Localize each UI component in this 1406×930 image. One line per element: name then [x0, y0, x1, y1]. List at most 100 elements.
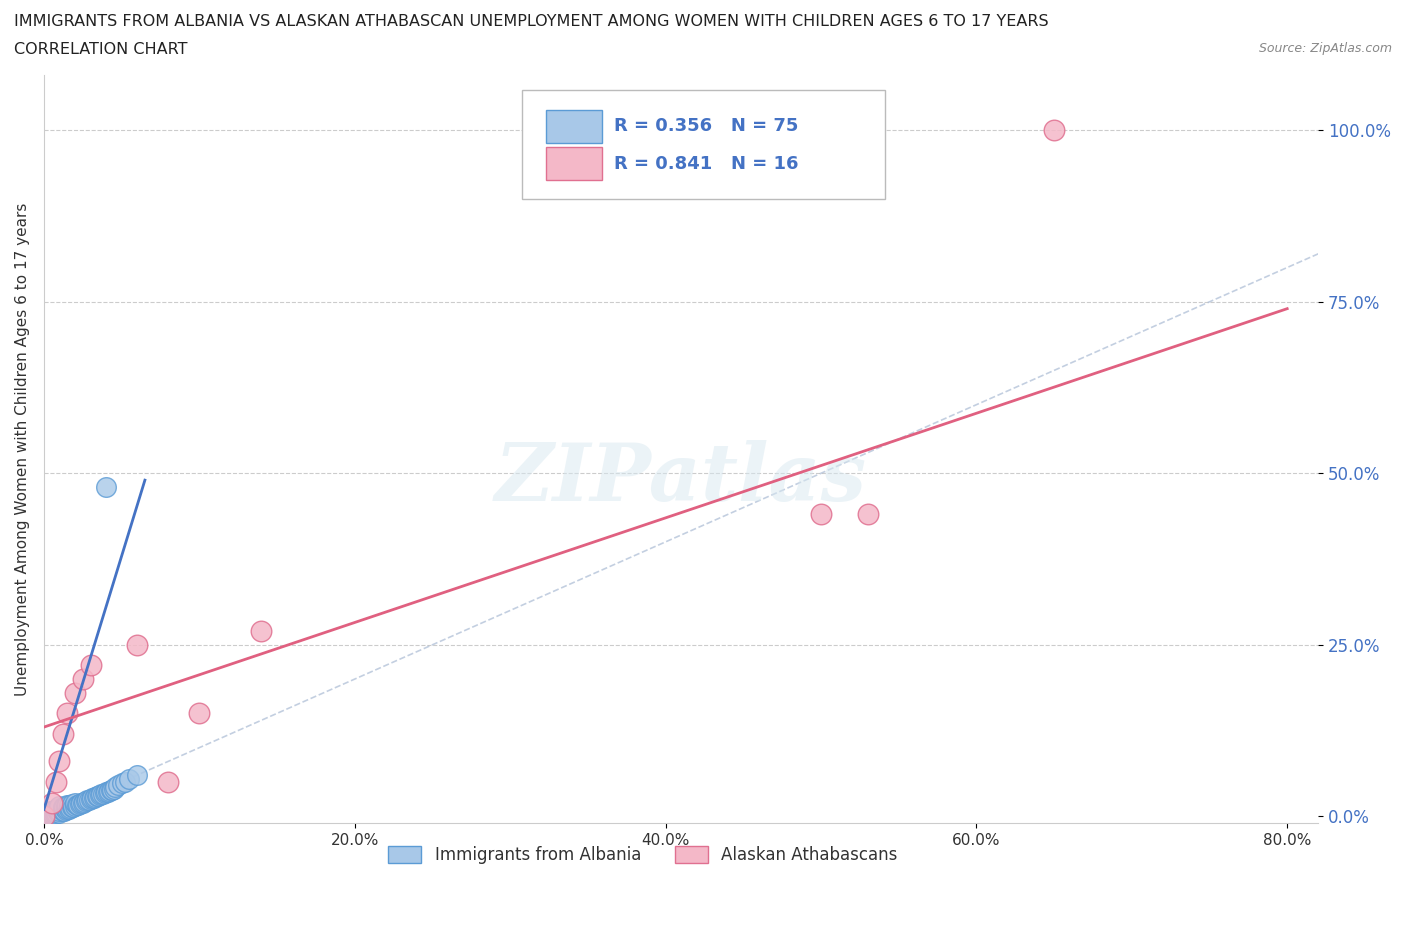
Point	[32, 807, 55, 822]
FancyBboxPatch shape	[546, 110, 602, 142]
Point	[250, 624, 273, 639]
Point	[76, 793, 98, 808]
Point	[72, 795, 94, 810]
Point	[35, 808, 58, 823]
Point	[103, 781, 125, 796]
Point	[62, 799, 84, 814]
Point	[73, 794, 96, 809]
Point	[65, 798, 87, 813]
Point	[86, 789, 108, 804]
Text: R = 0.356   N = 75: R = 0.356 N = 75	[613, 117, 799, 135]
Legend: Immigrants from Albania, Alaskan Athabascans: Immigrants from Albania, Alaskan Athabas…	[381, 840, 904, 870]
Point	[107, 778, 129, 793]
Point	[87, 789, 110, 804]
Point	[63, 685, 86, 700]
Point	[63, 799, 86, 814]
Point	[41, 807, 63, 822]
Point	[58, 797, 80, 812]
Point	[48, 801, 70, 816]
FancyBboxPatch shape	[522, 90, 884, 199]
Point	[48, 805, 70, 820]
Point	[98, 783, 121, 798]
Point	[89, 788, 111, 803]
Text: R = 0.841   N = 16: R = 0.841 N = 16	[613, 154, 799, 173]
Point	[39, 804, 62, 819]
Point	[70, 796, 93, 811]
Point	[32, 809, 55, 824]
Text: CORRELATION CHART: CORRELATION CHART	[14, 42, 187, 57]
Point	[48, 799, 70, 814]
Point	[1043, 123, 1066, 138]
Point	[32, 809, 55, 824]
Point	[94, 785, 117, 800]
Point	[856, 507, 879, 522]
Point	[97, 784, 120, 799]
Point	[51, 804, 73, 819]
Point	[48, 754, 70, 769]
Point	[32, 806, 55, 821]
Point	[90, 787, 112, 802]
Point	[45, 802, 67, 817]
FancyBboxPatch shape	[546, 147, 602, 180]
Point	[45, 805, 67, 820]
Point	[56, 798, 79, 813]
Point	[51, 726, 73, 741]
Point	[45, 775, 67, 790]
Point	[101, 782, 124, 797]
Point	[83, 790, 105, 805]
Point	[41, 804, 63, 818]
Point	[127, 767, 149, 782]
Point	[55, 803, 77, 817]
Point	[157, 775, 180, 790]
Point	[46, 802, 69, 817]
Point	[53, 804, 76, 818]
Point	[63, 796, 86, 811]
Point	[810, 507, 832, 522]
Point	[42, 804, 65, 819]
Text: IMMIGRANTS FROM ALBANIA VS ALASKAN ATHABASCAN UNEMPLOYMENT AMONG WOMEN WITH CHIL: IMMIGRANTS FROM ALBANIA VS ALASKAN ATHAB…	[14, 14, 1049, 29]
Point	[32, 809, 55, 824]
Point	[39, 806, 62, 821]
Point	[114, 775, 136, 790]
Point	[38, 807, 60, 822]
Text: ZIPatlas: ZIPatlas	[495, 441, 868, 518]
Point	[35, 806, 58, 821]
Point	[67, 797, 90, 812]
Point	[80, 791, 103, 806]
Point	[32, 805, 55, 820]
Point	[91, 786, 114, 801]
Point	[60, 800, 83, 815]
Point	[41, 795, 63, 810]
Point	[72, 671, 94, 686]
Point	[48, 804, 70, 818]
Point	[56, 802, 79, 817]
Point	[60, 796, 83, 811]
Point	[58, 802, 80, 817]
Point	[93, 786, 115, 801]
Point	[59, 801, 82, 816]
Point	[104, 780, 127, 795]
Point	[46, 804, 69, 819]
Point	[77, 792, 100, 807]
Point	[94, 480, 117, 495]
Point	[100, 783, 122, 798]
Point	[44, 803, 66, 817]
Point	[188, 706, 211, 721]
Point	[51, 800, 73, 815]
Point	[42, 806, 65, 821]
Point	[53, 799, 76, 814]
Point	[118, 771, 141, 786]
Point	[84, 790, 107, 804]
Point	[55, 799, 77, 814]
Point	[75, 793, 97, 808]
Point	[69, 796, 91, 811]
Text: Source: ZipAtlas.com: Source: ZipAtlas.com	[1258, 42, 1392, 55]
Point	[41, 805, 63, 820]
Point	[127, 637, 149, 652]
Point	[44, 806, 66, 821]
Point	[79, 791, 101, 806]
Point	[38, 804, 60, 819]
Point	[110, 776, 132, 790]
Point	[79, 658, 101, 672]
Point	[56, 706, 79, 721]
